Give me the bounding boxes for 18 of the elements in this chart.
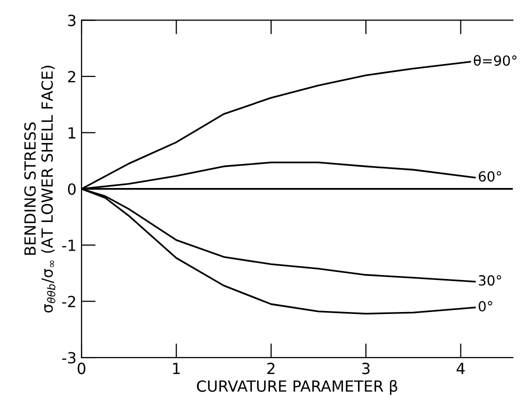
y-tick-label: -2 <box>62 296 76 308</box>
x-tick-label: 0 <box>78 362 86 374</box>
series-label: 60° <box>478 171 502 182</box>
y-tick-label: -3 <box>62 352 76 364</box>
series-label: θ=90° <box>474 54 516 66</box>
x-tick-label: 1 <box>173 362 180 374</box>
series-label: 30° <box>478 275 502 286</box>
y-tick-label: 0 <box>68 183 76 195</box>
x-tick-label: 4 <box>456 362 465 374</box>
x-axis-title: CURVATURE PARAMETER β <box>196 380 398 395</box>
y-tick-label: 2 <box>68 70 76 82</box>
y-tick-label: -1 <box>62 240 76 251</box>
y-tick-label: 1 <box>68 127 76 138</box>
series-label: 0° <box>478 301 492 312</box>
x-tick-label: 3 <box>362 362 370 374</box>
x-tick-label: 2 <box>267 362 274 374</box>
y-tick-label: 3 <box>68 14 76 26</box>
text: BENDING STRESS σ$_{θθb}$/σ$_{∞}$ (AT LOWER SHELL FACE) <box>24 66 56 313</box>
